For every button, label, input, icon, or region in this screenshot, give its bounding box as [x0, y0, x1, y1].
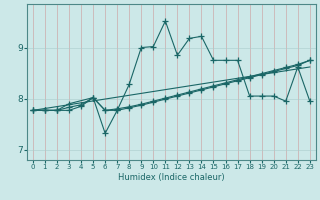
X-axis label: Humidex (Indice chaleur): Humidex (Indice chaleur): [118, 173, 225, 182]
